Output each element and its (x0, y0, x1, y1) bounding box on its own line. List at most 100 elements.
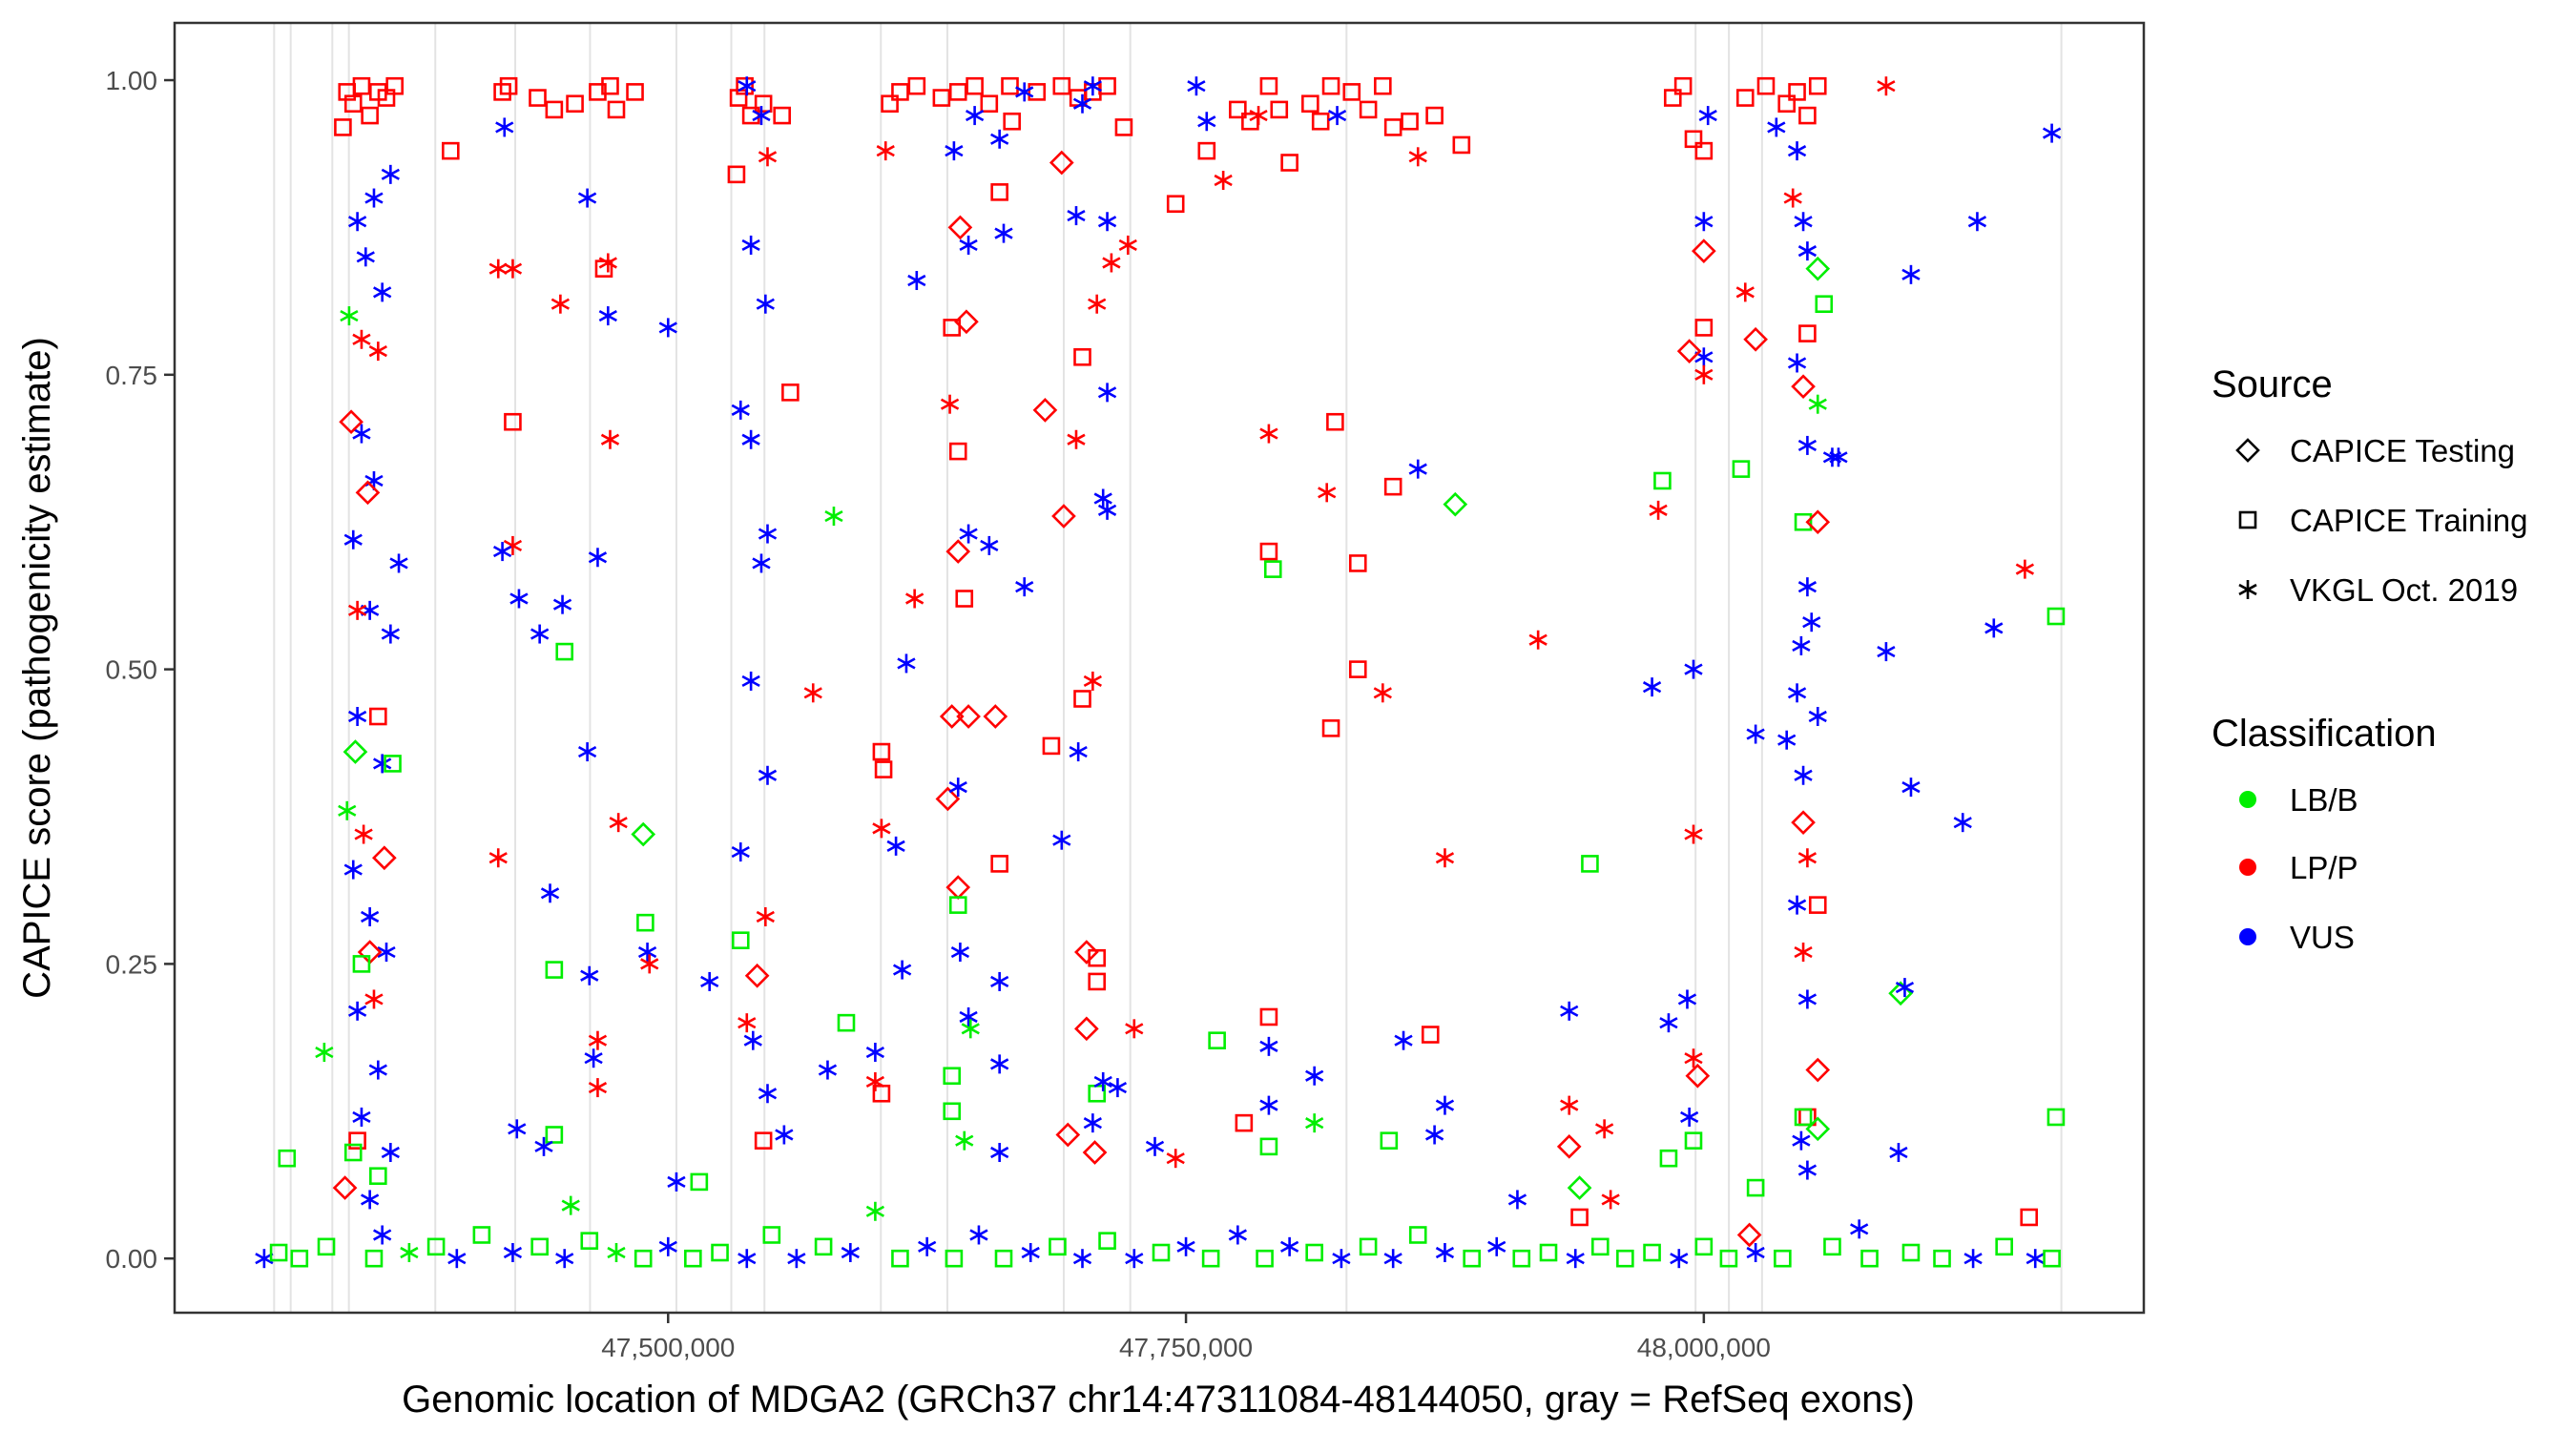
data-point-square-lpp (566, 94, 584, 114)
data-point-asterisk-lpp (1249, 106, 1268, 126)
data-point-square-lbb (1463, 1249, 1481, 1268)
data-point-diamond-lpp (744, 963, 770, 988)
data-point-asterisk-lpp (1797, 848, 1818, 868)
data-point-asterisk-vus (1176, 1236, 1195, 1256)
data-point-asterisk-vus (918, 1236, 937, 1256)
data-point-square-lpp (1280, 154, 1298, 172)
data-point-diamond-lbb (631, 821, 656, 847)
data-point-asterisk-vus (347, 1001, 367, 1021)
data-point-square-lpp (493, 83, 511, 101)
data-point-square-lbb (2046, 607, 2066, 626)
data-point-square-lbb (1794, 1108, 1813, 1127)
data-point-asterisk-vus (347, 212, 367, 232)
data-point-square-lpp (1348, 554, 1367, 572)
data-point-asterisk-vus (1487, 1236, 1506, 1256)
data-point-asterisk-vus (1097, 500, 1117, 520)
data-point-square-lpp (1114, 118, 1133, 136)
data-point-asterisk-lpp (551, 294, 571, 314)
data-point-square-lpp (1326, 412, 1344, 431)
data-point-asterisk-vus (990, 1143, 1009, 1163)
data-point-asterisk-lpp (1259, 424, 1278, 444)
data-point-square-lpp (891, 83, 909, 101)
data-point-square-lbb (352, 955, 371, 973)
data-point-asterisk-vus (1829, 447, 1848, 467)
data-point-square-lbb (690, 1172, 709, 1192)
data-point-asterisk-vus (990, 1054, 1009, 1074)
data-point-asterisk-vus (343, 529, 363, 550)
legend: Source Classification CAPICE Testing CAPI… (2212, 363, 2527, 955)
plot-panel-background (175, 23, 2144, 1313)
data-point-asterisk-vus (965, 106, 985, 126)
data-point-asterisk-vus (1072, 1249, 1092, 1269)
data-point-asterisk-vus (1305, 1066, 1324, 1086)
data-point-asterisk-vus (1792, 1130, 1811, 1151)
data-point-square-lbb (1512, 1249, 1531, 1268)
data-points (255, 76, 2066, 1269)
data-point-square-lbb (1995, 1237, 2013, 1256)
data-point-asterisk-lpp (598, 253, 617, 273)
data-point-asterisk-vus (1015, 577, 1034, 597)
data-point-square-lbb (1539, 1243, 1558, 1262)
data-point-square-lpp (736, 76, 754, 95)
data-point-asterisk-vus (509, 589, 529, 609)
data-point-asterisk-vus (1197, 112, 1216, 132)
data-point-asterisk-vus (347, 707, 367, 727)
data-point-diamond-lpp (1074, 940, 1099, 964)
data-point-diamond-lpp (332, 1175, 358, 1200)
data-point-diamond-lpp (956, 704, 981, 729)
data-point-asterisk-vus (1108, 1078, 1128, 1098)
data-point-asterisk-vus (731, 842, 750, 862)
data-point-asterisk-vus (1677, 989, 1697, 1009)
data-point-square-lpp (907, 76, 926, 95)
data-point-square-lpp (1383, 118, 1402, 136)
data-point-diamond-lpp (1055, 1122, 1081, 1148)
data-point-asterisk-vus (948, 778, 967, 798)
data-point-square-lbb (1823, 1237, 1841, 1256)
data-point-square-lpp (990, 183, 1008, 201)
data-point-square-lbb (472, 1226, 491, 1244)
data-point-asterisk-vus (588, 548, 608, 568)
data-point-asterisk-vus (1680, 1107, 1699, 1127)
data-point-square-lpp (1259, 1007, 1278, 1027)
data-point-square-lbb (1098, 1232, 1116, 1250)
data-point-asterisk-lpp (600, 429, 620, 449)
data-point-asterisk-vus (1767, 117, 1786, 137)
data-point-asterisk-lpp (1373, 683, 1392, 703)
data-point-asterisk-vus (1642, 677, 1662, 697)
data-point-square-lpp (781, 384, 800, 402)
data-point-square-lpp (1042, 736, 1061, 756)
data-point-asterisk-vus (1797, 241, 1818, 261)
data-point-asterisk-vus (343, 860, 363, 880)
data-point-asterisk-vus (552, 594, 572, 614)
data-point-asterisk-lpp (1560, 1095, 1579, 1115)
data-point-asterisk-vus (886, 836, 905, 856)
data-point-asterisk-vus (1093, 1071, 1112, 1091)
data-point-square-lbb (2046, 1108, 2066, 1127)
data-point-diamond-lpp (1082, 1140, 1108, 1165)
data-point-asterisk-vus (959, 1006, 978, 1027)
data-point-asterisk-vus (1566, 1249, 1585, 1269)
data-point-asterisk-lpp (1102, 253, 1121, 273)
data-point-square-lpp (1001, 76, 1019, 95)
data-point-asterisk-lpp (368, 342, 387, 362)
data-point-asterisk-lpp (1877, 76, 1896, 96)
data-point-asterisk-lbb (315, 1043, 334, 1063)
data-point-asterisk-vus (373, 1225, 392, 1245)
data-point-diamond-lpp (1676, 339, 1702, 363)
data-point-asterisk-vus (969, 1225, 988, 1245)
data-point-asterisk-vus (787, 1249, 806, 1269)
data-point-square-lpp (1235, 1113, 1254, 1132)
data-point-square-lbb (814, 1237, 833, 1256)
data-point-asterisk-vus (1787, 895, 1807, 915)
data-point-square-lpp (872, 742, 891, 761)
data-point-square-lpp (589, 83, 607, 101)
data-point-square-lbb (1581, 855, 1599, 873)
data-point-asterisk-vus (658, 1236, 677, 1256)
data-point-square-lpp (626, 83, 644, 101)
data-point-square-lpp (872, 1084, 891, 1103)
legend-source-label: CAPICE Training (2290, 503, 2527, 538)
data-point-asterisk-vus (1069, 742, 1088, 762)
data-point-asterisk-vus (658, 318, 677, 338)
x-tick-label: 48,000,000 (1637, 1333, 1771, 1362)
data-point-square-lpp (607, 100, 626, 119)
